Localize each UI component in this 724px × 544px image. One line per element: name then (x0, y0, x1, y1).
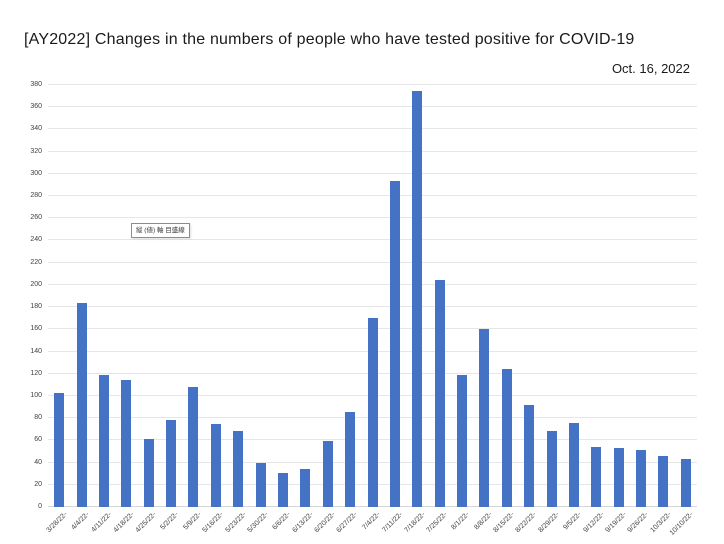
x-axis-tick-label: 9/5/22- (562, 511, 583, 532)
bar-6-13-22-[interactable] (300, 469, 311, 507)
bar-5-16-22-[interactable] (210, 423, 221, 507)
x-axis-tick-label: 3/28/22- (45, 511, 69, 535)
bar-5-30-22-[interactable] (255, 462, 266, 507)
x-axis-tick-label: 9/12/22- (582, 511, 606, 535)
bar-3-28-22-[interactable] (54, 392, 65, 507)
y-axis-tick-label: 220 (30, 258, 42, 266)
y-axis-tick-label: 340 (30, 125, 42, 133)
bar-8-22-22-[interactable] (524, 404, 535, 507)
y-axis-tick-label: 180 (30, 303, 42, 311)
y-axis-tick-label: 120 (30, 369, 42, 377)
horizontal-gridline (48, 261, 697, 263)
bar-10-10-22-[interactable] (680, 459, 691, 507)
y-axis-tick-label: 40 (34, 458, 42, 466)
bar-8-1-22-[interactable] (457, 374, 468, 507)
bar-7-25-22-[interactable] (434, 280, 445, 507)
x-axis-tick-label: 5/9/22- (182, 511, 203, 532)
bar-9-19-22-[interactable] (613, 448, 624, 507)
bar-8-15-22-[interactable] (501, 369, 512, 507)
bar-4-25-22-[interactable] (143, 439, 154, 507)
bar-8-8-22-[interactable] (479, 329, 490, 507)
bar-6-6-22-[interactable] (277, 472, 288, 507)
x-axis-tick-label: 6/20/22- (313, 511, 337, 535)
horizontal-gridline (48, 195, 697, 197)
bar-9-5-22-[interactable] (568, 422, 579, 507)
bar-5-9-22-[interactable] (188, 387, 199, 507)
chart-date-annotation: Oct. 16, 2022 (611, 61, 690, 76)
y-axis-tick-label: 140 (30, 347, 42, 355)
y-axis-tick-label: 80 (34, 414, 42, 422)
x-axis-tick-label: 7/11/22- (381, 511, 404, 534)
bar-4-18-22-[interactable] (121, 380, 132, 507)
x-axis-tick-label: 4/25/22- (134, 511, 158, 535)
y-axis-tick-label: 360 (30, 103, 42, 111)
bar-6-20-22-[interactable] (322, 441, 333, 507)
plot-area (48, 84, 697, 507)
y-axis-tick-label: 260 (30, 214, 42, 222)
x-axis-tick-label: 8/15/22- (492, 511, 516, 535)
y-axis-tick-label: 100 (30, 391, 42, 399)
horizontal-gridline (48, 239, 697, 241)
y-axis-tick-label: 280 (30, 192, 42, 200)
bar-5-2-22-[interactable] (166, 420, 177, 507)
x-axis-tick-label: 7/18/22- (403, 511, 427, 535)
y-axis-tick-label: 200 (30, 280, 42, 288)
y-axis-tick-label: 20 (34, 480, 42, 488)
x-axis-tick-label: 5/30/22- (246, 511, 270, 535)
x-axis-tick-label: 7/4/22- (361, 511, 382, 532)
bar-9-26-22-[interactable] (636, 450, 647, 507)
x-axis-tick-label: 9/19/22- (604, 511, 628, 535)
y-axis-tick-label: 320 (30, 147, 42, 155)
y-axis-tick-label: 160 (30, 325, 42, 333)
x-axis-tick-label: 4/11/22- (90, 511, 113, 534)
x-axis-tick-label: 9/26/22- (626, 511, 651, 535)
x-axis-tick-label: 8/29/22- (537, 511, 561, 535)
x-axis-tick-label: 5/2/22- (159, 511, 181, 532)
x-axis-tick-label: 8/22/22- (514, 511, 539, 535)
horizontal-gridline (48, 283, 697, 285)
x-axis-tick-label: 5/23/22- (224, 511, 248, 535)
x-axis-tick-label: 6/27/22- (335, 511, 360, 535)
horizontal-gridline (48, 172, 697, 174)
y-axis-tick-label: 0 (38, 503, 42, 510)
bar-4-4-22-[interactable] (76, 302, 87, 507)
x-axis-tick-label: 4/4/22- (70, 511, 91, 532)
y-axis-tick-label: 240 (30, 236, 42, 244)
x-axis-tick-label: 8/8/22- (472, 511, 494, 532)
x-axis-tick-label: 5/16/22- (201, 511, 225, 535)
x-axis-tick-label: 6/6/22- (271, 511, 292, 532)
horizontal-gridline (48, 128, 697, 130)
x-axis-tick-label: 8/1/22- (450, 511, 471, 532)
bar-4-11-22-[interactable] (98, 374, 109, 507)
bar-5-23-22-[interactable] (233, 431, 244, 507)
y-axis-tick-label: 60 (34, 436, 42, 444)
y-axis-tick-label: 300 (30, 169, 42, 177)
bar-8-29-22-[interactable] (546, 431, 557, 507)
chart-title: [AY2022] Changes in the numbers of peopl… (24, 31, 635, 48)
axis-gridline-tooltip: 縦 (値) 軸 目盛線 (131, 223, 190, 238)
x-axis-tick-label: 6/13/22- (291, 511, 315, 535)
horizontal-gridline (48, 217, 697, 219)
horizontal-gridline (48, 150, 697, 152)
bar-6-27-22-[interactable] (345, 411, 356, 507)
bar-7-4-22-[interactable] (367, 318, 378, 507)
axis-gridline-tooltip-label: 縦 (値) 軸 目盛線 (136, 227, 185, 234)
bar-7-11-22-[interactable] (389, 180, 400, 507)
x-axis-tick-label: 7/25/22- (425, 511, 449, 535)
horizontal-gridline (48, 106, 697, 108)
bar-9-12-22-[interactable] (591, 447, 602, 507)
x-axis-tick-label: 4/18/22- (112, 511, 136, 535)
y-axis-tick-label: 380 (30, 81, 42, 88)
bar-7-18-22-[interactable] (412, 90, 423, 507)
horizontal-gridline (48, 84, 697, 85)
horizontal-gridline (48, 306, 697, 308)
bar-10-3-22-[interactable] (658, 455, 669, 507)
